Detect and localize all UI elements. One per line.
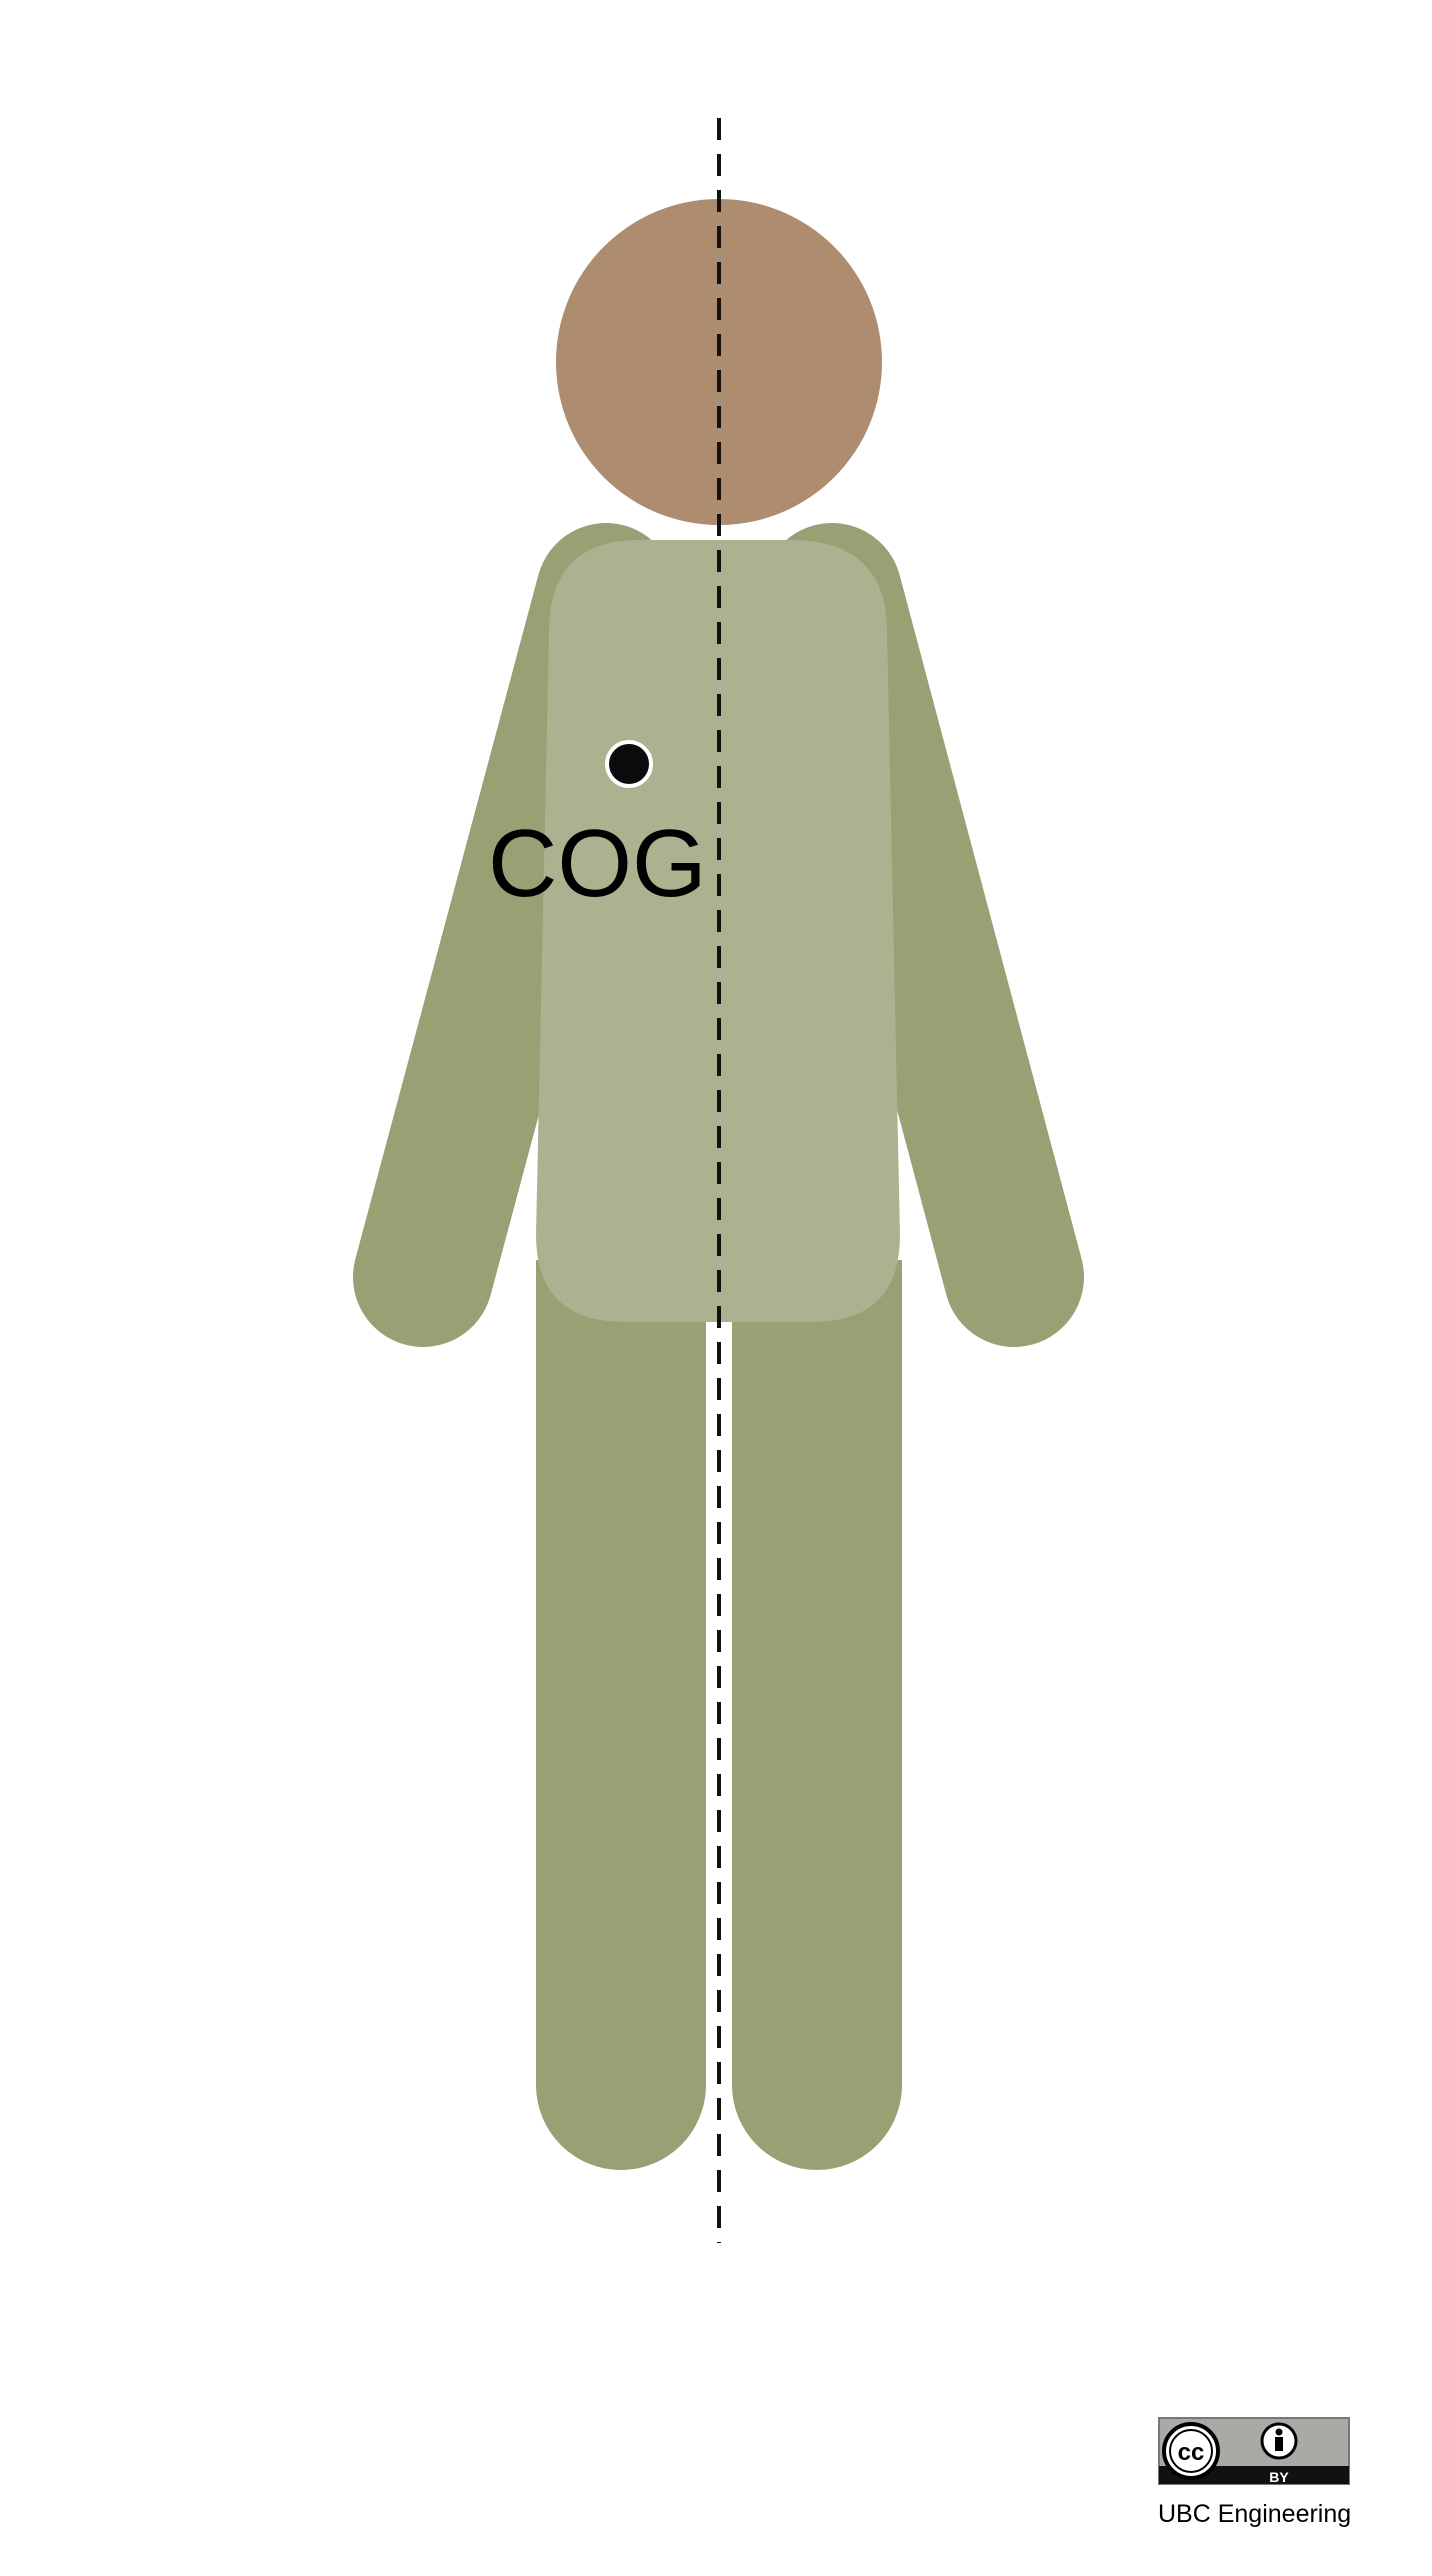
cog-point — [605, 740, 653, 788]
credit-text: UBC Engineering — [1158, 2500, 1351, 2528]
attribution-person-icon — [1260, 2422, 1298, 2460]
creative-commons-icon: cc — [1162, 2422, 1220, 2480]
svg-text:cc: cc — [1178, 2439, 1205, 2466]
cog-label: COG — [488, 810, 707, 917]
cc-by-license-badge: cc BY — [1158, 2417, 1350, 2485]
head — [556, 199, 882, 525]
right-leg — [732, 1260, 902, 2170]
by-label: BY — [1269, 2469, 1289, 2485]
left-leg — [536, 1260, 706, 2170]
